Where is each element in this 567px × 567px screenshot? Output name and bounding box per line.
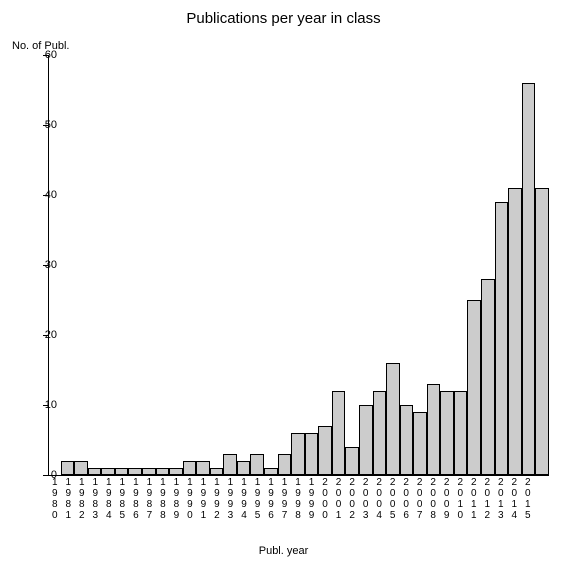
x-tick-label: 2003 bbox=[359, 477, 373, 521]
bar bbox=[61, 461, 75, 475]
y-tick-label: 20 bbox=[45, 329, 57, 341]
y-tick-label: 40 bbox=[45, 189, 57, 201]
x-tick-label: 1981 bbox=[62, 477, 76, 521]
bar bbox=[481, 279, 495, 475]
bar bbox=[223, 454, 237, 475]
x-tick-label bbox=[535, 477, 549, 521]
x-tick-label: 2001 bbox=[332, 477, 346, 521]
x-tick-label: 2009 bbox=[440, 477, 454, 521]
bar bbox=[373, 391, 387, 475]
x-tick-label: 2005 bbox=[386, 477, 400, 521]
x-tick-labels: 1980198119821983198419851986198719881989… bbox=[48, 477, 548, 521]
bar bbox=[237, 461, 251, 475]
bar bbox=[250, 454, 264, 475]
x-tick-label: 2007 bbox=[413, 477, 427, 521]
x-tick-label: 1989 bbox=[170, 477, 184, 521]
x-tick-label: 1991 bbox=[197, 477, 211, 521]
x-tick-label: 1995 bbox=[251, 477, 265, 521]
x-tick-label: 2013 bbox=[494, 477, 508, 521]
bar bbox=[196, 461, 210, 475]
x-tick-label: 2008 bbox=[426, 477, 440, 521]
bar bbox=[88, 468, 102, 475]
x-tick-label: 1992 bbox=[210, 477, 224, 521]
x-tick-label: 2010 bbox=[453, 477, 467, 521]
bar bbox=[467, 300, 481, 475]
x-axis-label: Publ. year bbox=[0, 545, 567, 557]
bar bbox=[183, 461, 197, 475]
x-tick-label: 1994 bbox=[237, 477, 251, 521]
bar bbox=[427, 384, 441, 475]
x-tick-label: 1986 bbox=[129, 477, 143, 521]
x-tick-label: 1999 bbox=[305, 477, 319, 521]
bar bbox=[128, 468, 142, 475]
x-tick-label: 2006 bbox=[399, 477, 413, 521]
x-tick-label: 1985 bbox=[116, 477, 130, 521]
x-tick-label: 1987 bbox=[143, 477, 157, 521]
bar bbox=[332, 391, 346, 475]
x-tick-label: 1997 bbox=[278, 477, 292, 521]
bars-group bbox=[49, 55, 549, 475]
bar bbox=[386, 363, 400, 475]
bar bbox=[278, 454, 292, 475]
x-tick-label: 1983 bbox=[89, 477, 103, 521]
bar bbox=[156, 468, 170, 475]
bar bbox=[291, 433, 305, 475]
bar bbox=[115, 468, 129, 475]
plot-area bbox=[48, 55, 549, 476]
y-tick-label: 50 bbox=[45, 119, 57, 131]
x-tick-label: 1984 bbox=[102, 477, 116, 521]
bar bbox=[264, 468, 278, 475]
bar bbox=[508, 188, 522, 475]
bar bbox=[345, 447, 359, 475]
y-tick-label: 10 bbox=[45, 399, 57, 411]
x-tick-label: 1982 bbox=[75, 477, 89, 521]
bar bbox=[305, 433, 319, 475]
bar bbox=[440, 391, 454, 475]
bar bbox=[413, 412, 427, 475]
bar bbox=[210, 468, 224, 475]
bar bbox=[495, 202, 509, 475]
bar bbox=[454, 391, 468, 475]
x-tick-label: 2014 bbox=[508, 477, 522, 521]
x-tick-label: 1990 bbox=[183, 477, 197, 521]
bar bbox=[522, 83, 536, 475]
x-tick-label: 1993 bbox=[224, 477, 238, 521]
x-tick-label: 1988 bbox=[156, 477, 170, 521]
x-tick-label: 1980 bbox=[48, 477, 62, 521]
x-tick-label: 2012 bbox=[481, 477, 495, 521]
x-tick-label: 2015 bbox=[521, 477, 535, 521]
x-tick-label: 2000 bbox=[318, 477, 332, 521]
x-tick-label: 1996 bbox=[264, 477, 278, 521]
chart-container: Publications per year in class No. of Pu… bbox=[0, 0, 567, 567]
y-tick-label: 30 bbox=[45, 259, 57, 271]
bar bbox=[101, 468, 115, 475]
y-axis-label: No. of Publ. bbox=[12, 40, 69, 52]
bar bbox=[169, 468, 183, 475]
x-tick-label: 2011 bbox=[467, 477, 481, 521]
x-tick-label: 2004 bbox=[372, 477, 386, 521]
bar bbox=[359, 405, 373, 475]
bar bbox=[318, 426, 332, 475]
x-tick-label: 1998 bbox=[291, 477, 305, 521]
chart-title: Publications per year in class bbox=[0, 10, 567, 27]
bar bbox=[400, 405, 414, 475]
y-tick bbox=[43, 475, 49, 476]
bar bbox=[535, 188, 549, 475]
x-tick-label: 2002 bbox=[345, 477, 359, 521]
bar bbox=[74, 461, 88, 475]
y-tick-label: 60 bbox=[45, 49, 57, 61]
bar bbox=[142, 468, 156, 475]
